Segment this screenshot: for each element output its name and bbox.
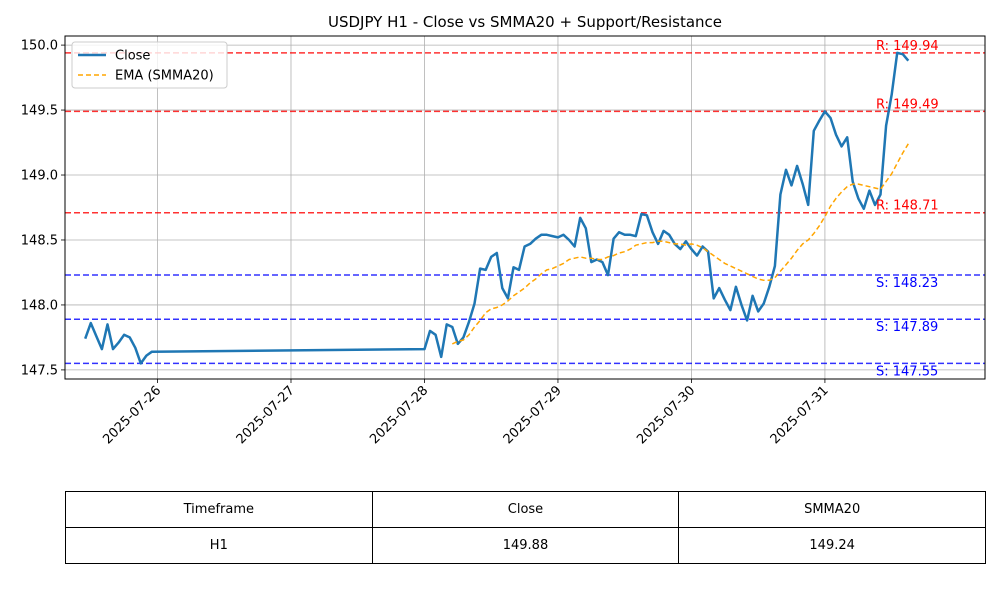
plot-frame <box>64 35 986 380</box>
x-tick-label: 2025-07-30 <box>634 383 698 447</box>
table-row: H1 149.88 149.24 <box>65 527 986 564</box>
x-tick-label: 2025-07-26 <box>100 383 164 447</box>
header-cell-timeframe: Timeframe <box>65 491 373 528</box>
x-tick-label: 2025-07-28 <box>367 383 431 447</box>
labels-layer: R: 149.94 R: 149.49 R: 148.71 S: 148.23 S: 1… <box>876 39 939 380</box>
cell-smma20: 149.24 <box>678 527 986 564</box>
support-label: S: 147.55 <box>876 364 938 379</box>
resistance-label: R: 149.49 <box>876 97 939 112</box>
close-series-line <box>84 51 910 365</box>
legend-layer: Close EMA (SMMA20) <box>71 41 228 89</box>
y-tick-label: 147.5 <box>21 363 58 378</box>
smma-series-line <box>451 143 909 345</box>
axis-layer: 2025-07-26 2025-07-27 2025-07-28 2025-07-29… <box>21 39 832 448</box>
legend-label: Close <box>115 49 150 64</box>
cell-timeframe: H1 <box>65 527 373 564</box>
cell-close: 149.88 <box>371 527 680 564</box>
x-tick-label: 2025-07-29 <box>501 383 565 447</box>
header-cell-smma20: SMMA20 <box>678 491 986 528</box>
support-label: S: 148.23 <box>876 276 938 291</box>
chart-title: USDJPY H1 - Close vs SMMA20 + Support/Re… <box>328 13 722 31</box>
x-tick-label: 2025-07-27 <box>234 383 298 447</box>
x-tick-label: 2025-07-31 <box>768 383 832 447</box>
y-tick-label: 149.5 <box>21 104 58 119</box>
legend-box <box>71 41 228 89</box>
y-tick-label: 148.0 <box>21 298 58 313</box>
header-cell-close: Close <box>371 491 680 528</box>
y-tick-label: 148.5 <box>21 233 58 248</box>
resistance-label: R: 148.71 <box>876 199 939 214</box>
table-header-row: Timeframe Close SMMA20 <box>65 491 986 528</box>
support-label: S: 147.89 <box>876 320 938 335</box>
chart-svg: USDJPY H1 - Close vs SMMA20 + Support/Re… <box>21 13 986 448</box>
summary-table: Timeframe Close SMMA20 H1 149.88 149.24 <box>65 491 986 564</box>
series-layer <box>84 51 910 365</box>
legend-label: EMA (SMMA20) <box>115 69 214 84</box>
y-tick-label: 149.0 <box>21 169 58 184</box>
levels-layer <box>65 52 985 365</box>
y-tick-label: 150.0 <box>21 39 58 54</box>
resistance-label: R: 149.94 <box>876 39 939 54</box>
